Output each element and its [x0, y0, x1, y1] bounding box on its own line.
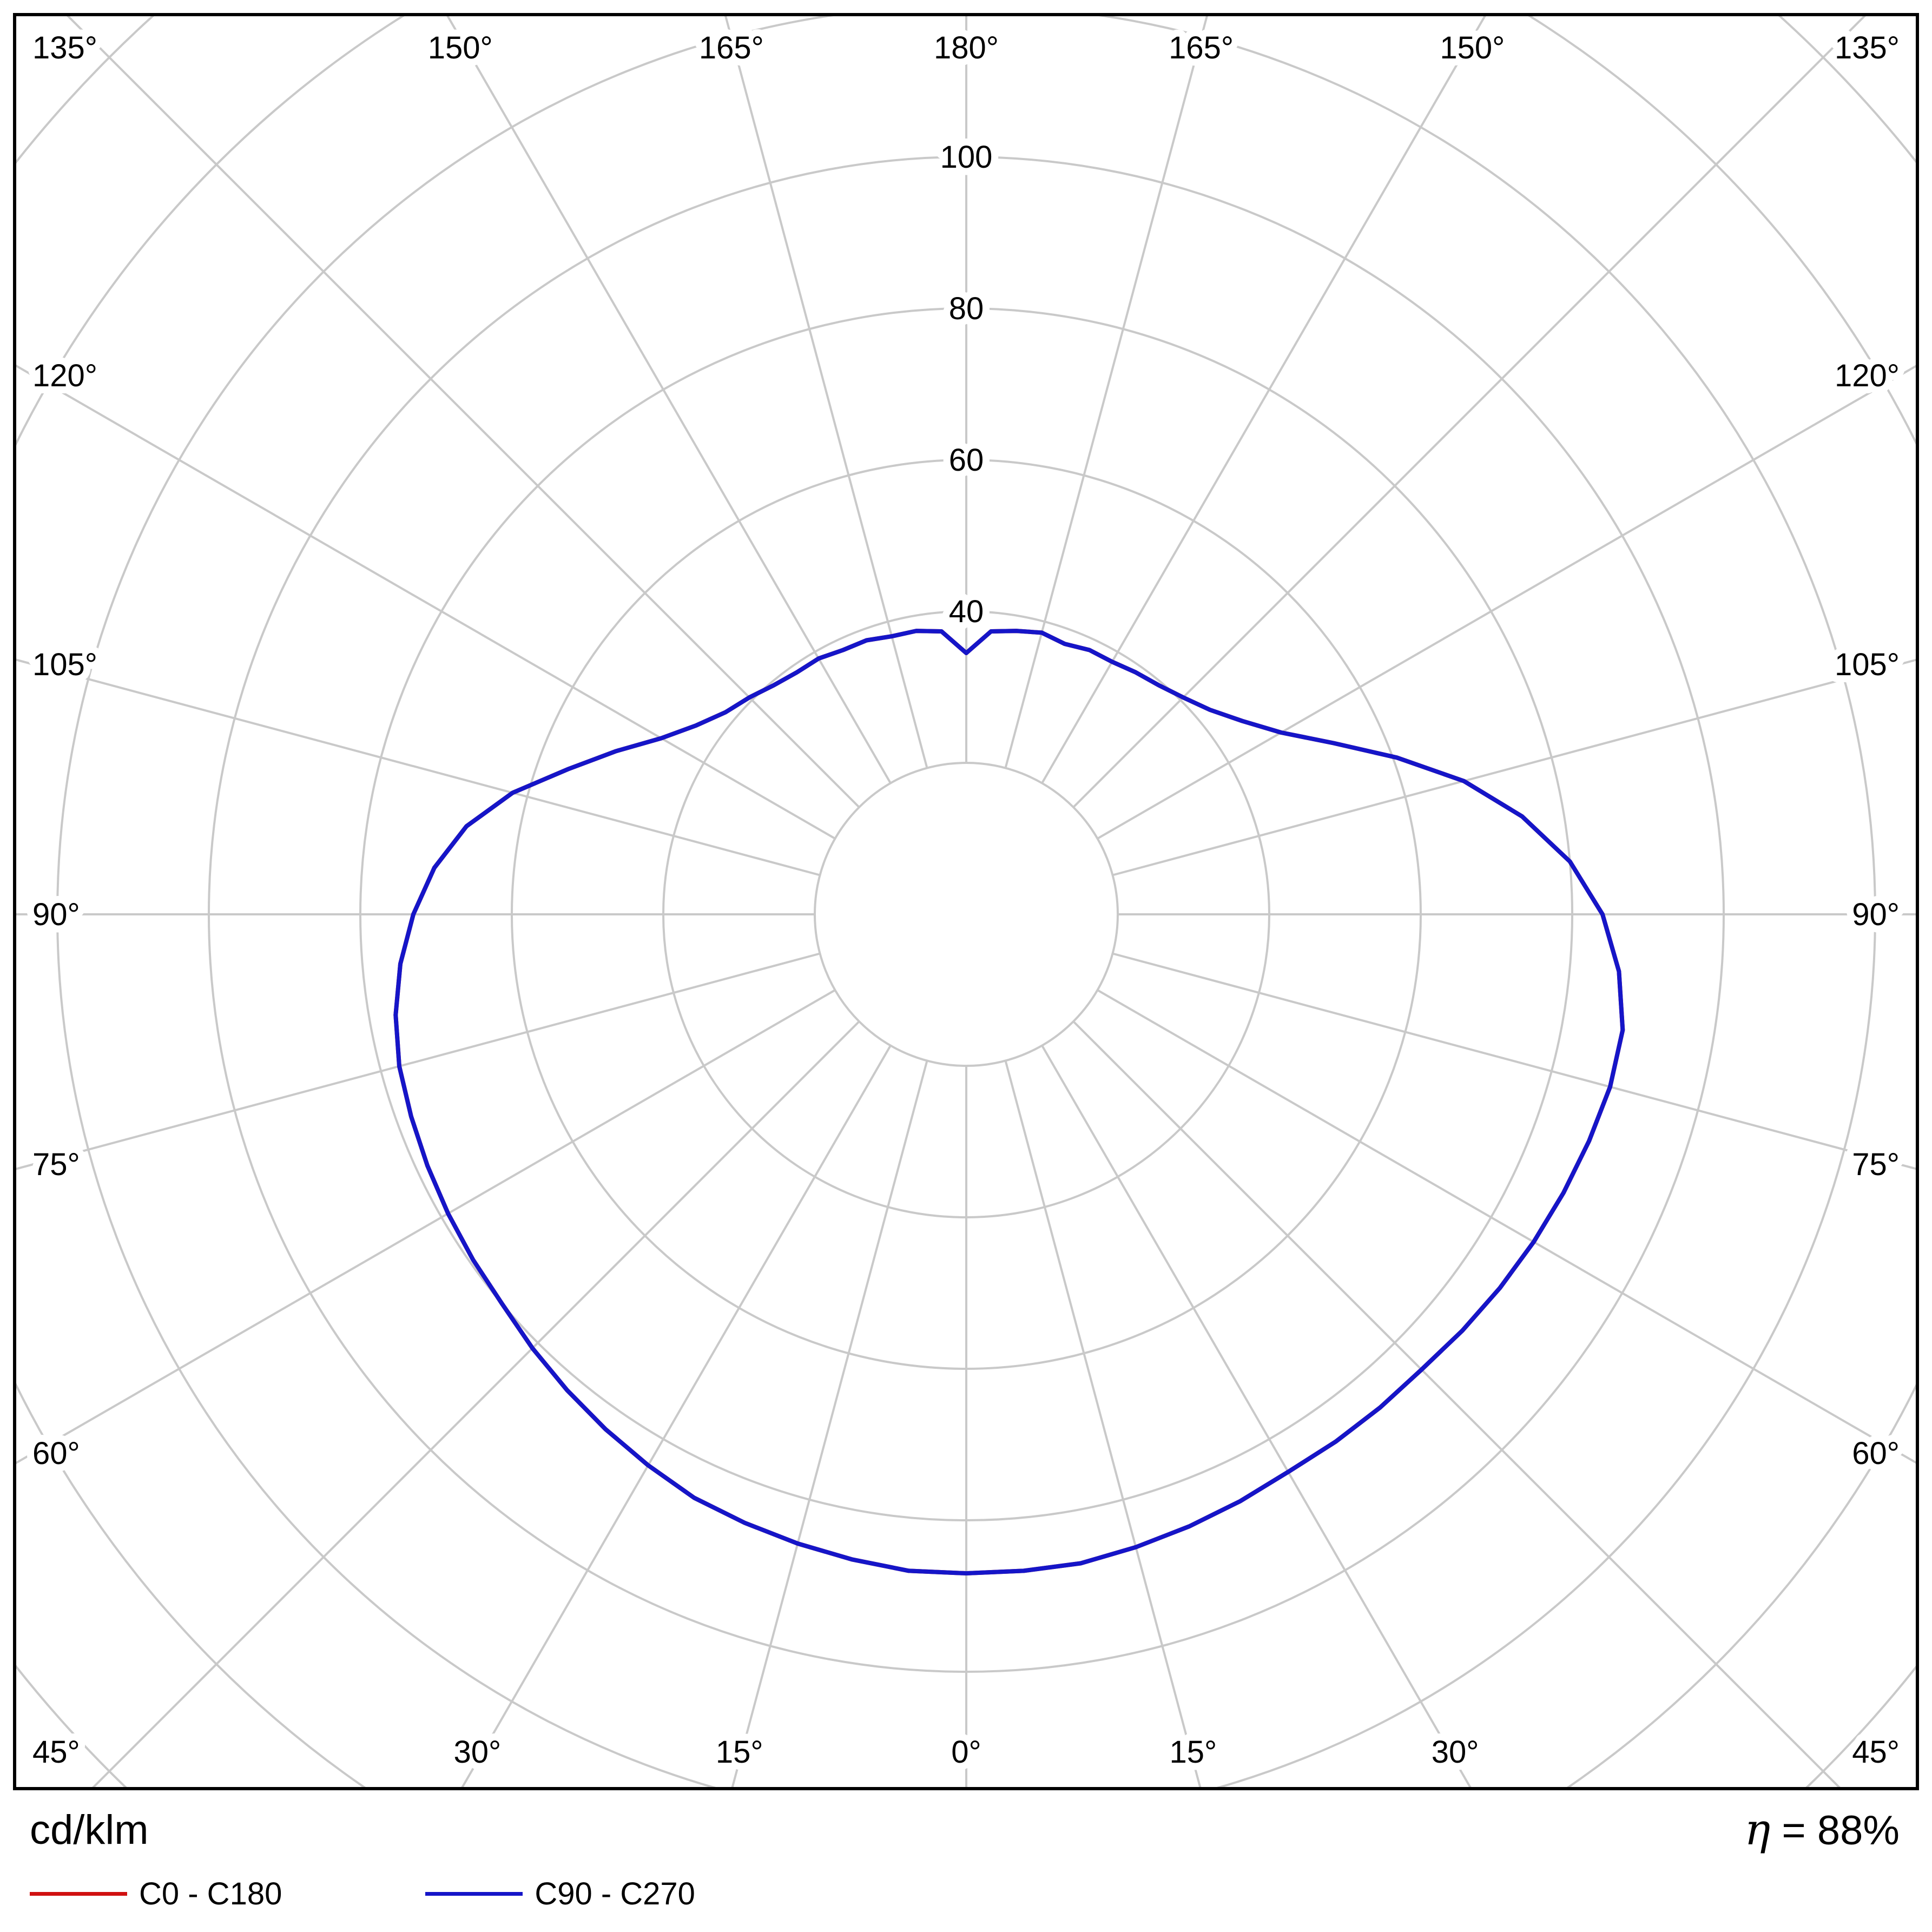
legend: C0 - C180 C90 - C270 — [30, 1876, 695, 1912]
eta-symbol: η — [1744, 1804, 1771, 1855]
grid-spoke-150 — [1041, 16, 1486, 784]
grid-ring-20 — [814, 762, 1119, 1067]
angle-label-60-left: 60° — [32, 1436, 80, 1471]
angle-label-75-right: 75° — [1852, 1147, 1900, 1182]
chart-footer: cd/klm η = 88% C0 - C180 C90 - C270 — [0, 1790, 1932, 1932]
grid-spoke-345 — [731, 1060, 928, 1787]
efficiency-label: η = 88% — [1744, 1804, 1900, 1855]
grid-spoke-105 — [1112, 658, 1916, 876]
angle-label-150-right: 150° — [1440, 30, 1505, 65]
angle-label-105-left: 105° — [32, 647, 97, 682]
angle-label-45-right: 45° — [1852, 1735, 1900, 1770]
legend-label-c90-c270: C90 - C270 — [535, 1876, 695, 1911]
angle-label-120-left: 120° — [32, 358, 97, 393]
angle-label-90-right: 90° — [1852, 897, 1900, 932]
angle-label-60-right: 60° — [1852, 1436, 1900, 1471]
legend-line-c90-c270 — [425, 1892, 523, 1896]
grid-spoke-30 — [1041, 1045, 1472, 1787]
polar-chart: 40 60 80 100 0° 15° 15° 30° 30° 45° 45° 60° 60° 75° 75… — [16, 16, 1916, 1787]
angle-label-135-right: 135° — [1835, 30, 1900, 65]
angle-label-75-left: 75° — [32, 1147, 80, 1182]
grid-spoke-225 — [67, 16, 860, 808]
angle-label-45-left: 45° — [32, 1735, 80, 1770]
polar-chart-frame: 40 60 80 100 0° 15° 15° 30° 30° 45° 45° 60° 60° 75° 75… — [13, 13, 1919, 1790]
angle-label-30-left: 30° — [454, 1735, 502, 1770]
angle-label-135-left: 135° — [32, 30, 97, 65]
legend-line-c0-c180 — [30, 1892, 127, 1896]
angle-label-165-right: 165° — [1169, 30, 1234, 65]
grid-spoke-45 — [1072, 1020, 1841, 1787]
grid-spoke-300 — [16, 989, 836, 1465]
angle-label-150-left: 150° — [428, 30, 493, 65]
grid-spoke-120 — [1097, 365, 1916, 840]
angle-label-180-right: 180° — [934, 30, 999, 65]
ring-label-60: 60 — [949, 443, 984, 478]
angle-label-120-right: 120° — [1835, 358, 1900, 393]
angle-label-90-left: 90° — [32, 897, 80, 932]
efficiency-value: = 88% — [1782, 1808, 1900, 1854]
angle-label-30-right: 30° — [1432, 1735, 1479, 1770]
units-label: cd/klm — [30, 1807, 149, 1853]
grid-spoke-240 — [16, 364, 836, 840]
ring-label-40: 40 — [949, 594, 984, 629]
grid-spoke-210 — [446, 16, 892, 784]
ring-label-80: 80 — [949, 291, 984, 326]
grid-spoke-195 — [724, 16, 928, 769]
grid-spoke-315 — [92, 1020, 860, 1787]
grid-spoke-135 — [1072, 16, 1866, 808]
grid-spoke-330 — [461, 1045, 892, 1787]
legend-label-c0-c180: C0 - C180 — [139, 1876, 282, 1911]
angle-label-105-right: 105° — [1835, 647, 1900, 682]
intensity-curve-1 — [393, 629, 1625, 1575]
angle-label-15-left: 15° — [716, 1735, 763, 1770]
grid-spoke-255 — [16, 658, 821, 876]
angle-label-165-left: 165° — [699, 30, 764, 65]
ring-label-100: 100 — [940, 140, 993, 175]
angle-label-0-right: 0° — [951, 1735, 981, 1770]
grid-spoke-285 — [16, 952, 821, 1170]
grid-spoke-165 — [1004, 16, 1208, 769]
angle-label-15-right: 15° — [1169, 1735, 1217, 1770]
grid-spoke-75 — [1112, 952, 1916, 1170]
grid-spoke-15 — [1004, 1060, 1202, 1787]
grid-spoke-60 — [1097, 989, 1916, 1464]
